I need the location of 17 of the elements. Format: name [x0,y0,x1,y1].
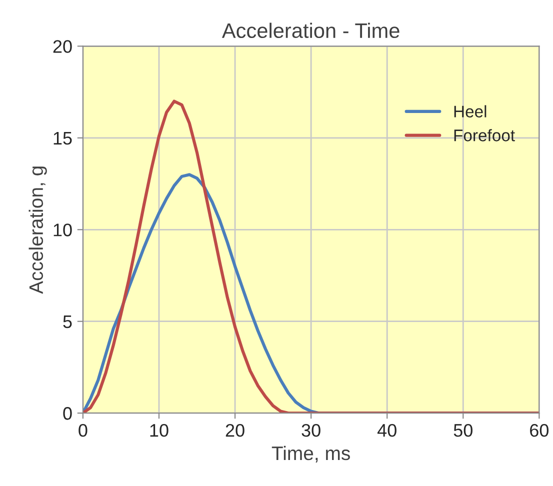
y-tick-label: 20 [53,40,72,53]
x-tick-label: 10 [150,424,168,437]
x-axis-title: Time, ms [272,446,350,462]
x-tick-label: 30 [302,424,320,437]
x-tick-label: 0 [78,424,88,437]
y-tick-label: 5 [63,315,72,328]
x-tick-label: 40 [377,424,396,437]
y-tick-label: 15 [54,132,72,145]
y-tick-label: 0 [63,407,72,420]
y-axis-title: Acceleration, g [28,166,47,294]
x-tick-label: 60 [530,424,549,437]
y-tick-label: 10 [54,224,72,236]
x-tick-label: 20 [226,424,244,437]
legend-label: Heel [454,105,486,118]
x-tick-label: 50 [454,424,472,437]
legend-label: Forefoot [454,129,515,142]
chart-title: Acceleration - Time [222,22,400,38]
